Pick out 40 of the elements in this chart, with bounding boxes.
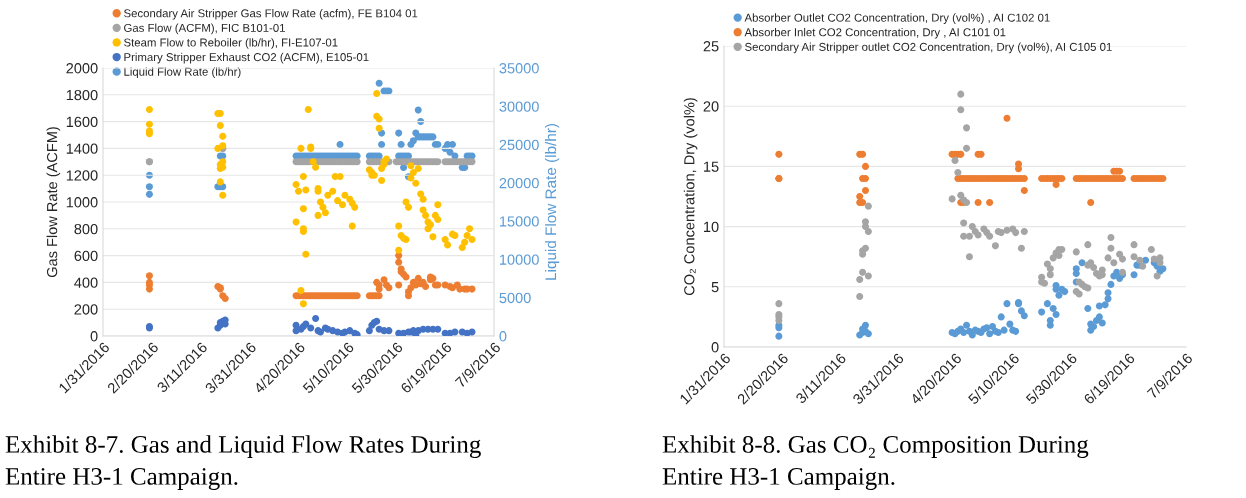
y-tick-label: 25 (703, 41, 719, 52)
y2-tick-label: 35000 (499, 63, 539, 74)
y2-tick-label: 10000 (499, 254, 539, 265)
y-tick-label: 15 (704, 161, 719, 172)
y-tick-label: 0 (90, 331, 98, 342)
legend-label: Absorber Inlet CO2 Concentration, Dry , AI C101 01 (744, 27, 1006, 39)
y2-tick-label: 5000 (499, 292, 531, 304)
y-tick-label: 200 (74, 304, 98, 315)
legend-label: Secondary Air Stripper outlet CO2 Concentration, Dry (vol%), AI C105 01 (745, 42, 1112, 54)
y-tick-label: 1000 (66, 197, 98, 208)
legend-label: Steam Flow to Reboiler (lb/hr), FI-E107-01 (124, 38, 338, 49)
y-tick-label: 10 (704, 221, 719, 233)
text: Entire H3-1 Campaign. (662, 468, 895, 490)
y-tick-label: 800 (74, 223, 98, 235)
legend-label: Gas Flow (ACFM), FIC B101-01 (124, 23, 285, 35)
y-tick-label: 1400 (66, 143, 98, 154)
y-tick-label: 600 (74, 250, 98, 262)
y2-tick-label: 15000 (499, 216, 539, 227)
legend-label: Secondary Air Stripper Gas Flow Rate (acfm), FE B104 01 (124, 8, 418, 20)
text: Exhibit 8-8. Gas CO₂ Composition During (662, 435, 1089, 458)
text: Exhibit 8-7. Gas and Liquid Flow Rates During (5, 435, 481, 458)
y-tick-label: 400 (74, 277, 98, 288)
y2-tick-label: 0 (499, 331, 507, 342)
text: Entire H3-1 Campaign. (5, 468, 238, 490)
y-tick-label: 1800 (66, 89, 98, 101)
legend-label: Primary Stripper Exhaust CO2 (ACFM), E105-01 (124, 52, 369, 64)
y-tick-label: 1200 (66, 170, 98, 181)
y2-tick-label: 25000 (499, 139, 539, 150)
legend-label: Liquid Flow Rate (lb/hr) (124, 67, 241, 78)
y2-tick-label: 30000 (499, 101, 539, 112)
y-tick-label: 1600 (66, 116, 98, 128)
y-tick-label: 2000 (66, 63, 98, 74)
y-tick-label: 0 (711, 342, 719, 353)
y2-axis-title: Liquid Flow Rate (lb/hr) (544, 123, 560, 280)
y-axis-title: Gas Flow Rate (ACFM) (46, 127, 61, 278)
y-tick-label: 5 (711, 282, 719, 293)
y2-tick-label: 20000 (499, 177, 539, 189)
legend-label: Absorber Outlet CO2 Concentration, Dry (vol%) , AI C102 01 (744, 13, 1050, 24)
y-axis-title: CO₂ Concentration, Dry (vol%) (683, 98, 698, 296)
y-tick-label: 20 (703, 101, 719, 112)
